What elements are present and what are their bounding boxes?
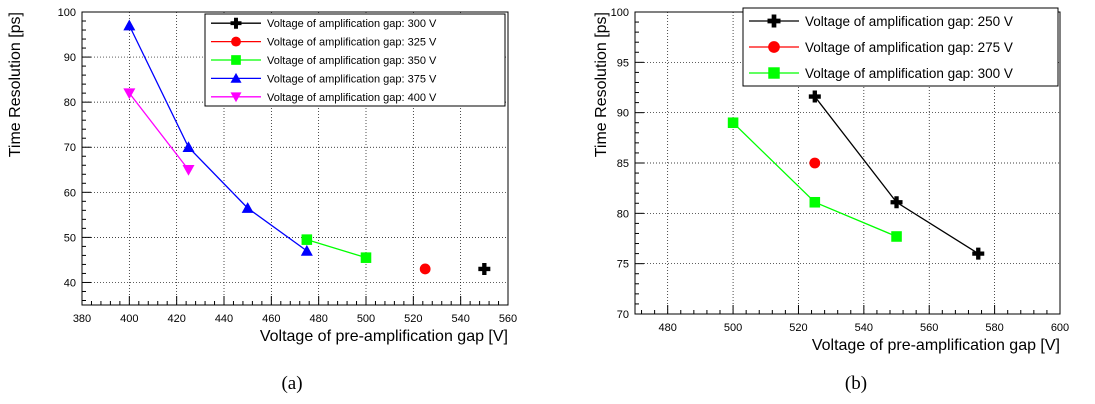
data-point (182, 141, 195, 153)
x-axis-label: Voltage of pre-amplification gap [V] (812, 337, 1060, 354)
data-point (123, 88, 136, 100)
x-tick-label: 500 (357, 313, 375, 325)
data-point (300, 244, 313, 256)
x-tick-label: 520 (789, 322, 807, 334)
legend-label: Voltage of amplification gap: 250 V (805, 14, 1013, 29)
legend-label: Voltage of amplification gap: 300 V (267, 18, 437, 30)
x-tick-label: 440 (215, 313, 233, 325)
data-point (419, 263, 431, 275)
legend-label: Voltage of amplification gap: 275 V (805, 40, 1013, 55)
y-tick-label: 40 (64, 277, 76, 289)
plot-frame (81, 11, 509, 306)
y-tick-label: 90 (617, 108, 629, 120)
y-tick-label: 95 (617, 57, 629, 69)
x-tick-label: 600 (1051, 322, 1069, 334)
series-line (814, 96, 979, 255)
legend-marker (768, 67, 780, 79)
data-point (809, 157, 821, 169)
y-tick-label: 70 (617, 309, 629, 321)
series-line (128, 25, 308, 252)
data-point (478, 262, 491, 275)
data-point (360, 252, 372, 263)
series-line (732, 122, 897, 238)
data-point (890, 196, 903, 209)
y-tick-label: 60 (64, 187, 76, 199)
panel-a-chart: 380 400 420 440 460 480 500 520 540 560 40 50 60 70 80… (7, 7, 517, 394)
legend-marker (231, 36, 241, 47)
data-point (241, 202, 254, 213)
y-axis-label: Time Resolution [ps] (7, 12, 24, 157)
x-tick-label: 520 (404, 313, 422, 325)
x-tick-label: 420 (167, 313, 185, 325)
x-axis-label: Voltage of pre-amplification gap [V] (260, 328, 508, 345)
y-tick-label: 50 (64, 232, 76, 244)
legend-marker (230, 92, 242, 103)
x-tick-label: 580 (985, 322, 1003, 334)
x-tick-label: 540 (855, 322, 873, 334)
legend-marker (767, 14, 781, 28)
data-point (972, 247, 985, 260)
x-tick-label: 500 (724, 322, 742, 334)
y-tick-label: 90 (64, 52, 76, 64)
x-tick-label: 460 (262, 313, 280, 325)
series-line (306, 239, 367, 259)
x-tick-label: 380 (73, 313, 91, 325)
x-tick-label: 480 (309, 313, 327, 325)
legend-label: Voltage of amplification gap: 400 V (267, 92, 437, 104)
x-tick-label: 400 (120, 313, 138, 325)
legend-marker (230, 72, 242, 83)
data-point (301, 234, 313, 245)
data-point (891, 231, 902, 242)
y-tick-label: 75 (617, 259, 629, 271)
x-tick-label: 560 (920, 322, 938, 334)
legend-marker (231, 55, 241, 65)
y-tick-label: 80 (64, 97, 76, 109)
y-tick-label: 70 (64, 142, 76, 154)
data-point (123, 19, 136, 31)
y-tick-label: 100 (58, 7, 76, 19)
panel-caption: (a) (281, 373, 302, 394)
data-point (182, 164, 195, 176)
series-line (128, 92, 190, 171)
legend-label: Voltage of amplification gap: 300 V (805, 66, 1013, 81)
panel-b-chart: 480 500 520 540 560 580 600 70 75 80 85 90 95 100 Volt… (593, 7, 1069, 394)
y-tick-label: 85 (617, 158, 629, 170)
legend-marker (768, 41, 780, 53)
legend-marker (230, 17, 242, 29)
y-axis-label: Time Resolution [ps] (593, 12, 610, 157)
x-tick-label: 540 (451, 313, 469, 325)
y-tick-label: 80 (617, 208, 629, 220)
legend-label: Voltage of amplification gap: 325 V (267, 37, 437, 49)
legend-label: Voltage of amplification gap: 375 V (267, 73, 437, 85)
data-point (809, 196, 821, 208)
data-point (727, 117, 739, 129)
data-point (808, 90, 821, 103)
y-tick-label: 100 (611, 7, 629, 19)
legend-label: Voltage of amplification gap: 350 V (267, 55, 437, 67)
x-tick-label: 480 (659, 322, 677, 334)
panel-caption: (b) (845, 373, 867, 394)
x-tick-label: 560 (499, 313, 517, 325)
